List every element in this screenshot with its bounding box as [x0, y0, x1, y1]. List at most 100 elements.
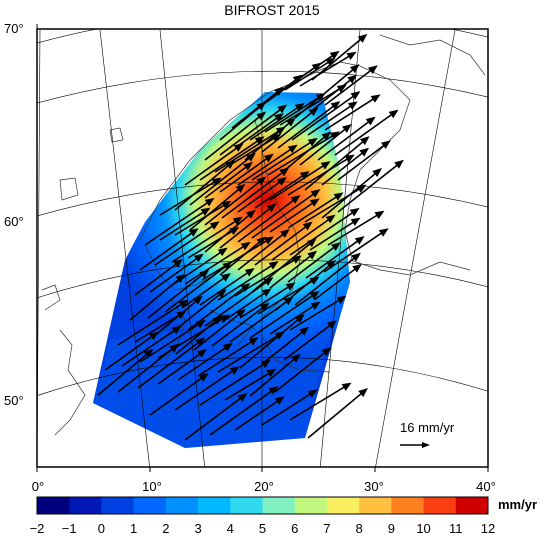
- velocity-arrow: [104, 332, 158, 371]
- velocity-arrow: [294, 253, 360, 306]
- velocity-arrow: [237, 177, 286, 213]
- velocity-arrow-head: [193, 253, 204, 263]
- colorbar-tick-label: 12: [480, 521, 496, 536]
- colorbar-tick-label: 10: [416, 521, 431, 536]
- velocity-arrow-head: [204, 197, 215, 207]
- velocity-arrow: [117, 344, 179, 393]
- velocity-arrow-head: [370, 94, 381, 103]
- velocity-arrow-head: [263, 236, 274, 245]
- velocity-arrow: [251, 138, 317, 181]
- velocity-arrow-head: [307, 137, 318, 147]
- velocity-arrow: [237, 229, 289, 271]
- velocity-arrow-head: [263, 277, 274, 286]
- velocity-arrow-head: [336, 295, 347, 304]
- velocity-arrow: [271, 215, 335, 261]
- colorbar-tick-label: 8: [355, 521, 363, 536]
- velocity-arrow: [274, 347, 331, 393]
- velocity-arrow-head: [302, 221, 313, 231]
- velocity-arrow: [317, 117, 375, 161]
- colorbar-tick-label: 3: [194, 521, 202, 536]
- velocity-arrow-head: [277, 104, 288, 114]
- velocity-arrow-head: [307, 250, 318, 260]
- colorbar-segment: [165, 497, 199, 514]
- colorbar-segment: [455, 497, 489, 514]
- velocity-arrow: [204, 112, 266, 161]
- velocity-arrow: [327, 211, 384, 246]
- frame-ticks: [36, 24, 489, 472]
- colorbar-segment: [262, 497, 296, 514]
- velocity-arrow: [313, 264, 361, 301]
- velocity-arrow-head: [291, 255, 302, 264]
- velocity-arrow-head: [320, 161, 331, 170]
- velocity-arrow: [337, 140, 390, 181]
- velocity-arrow-head: [274, 113, 284, 122]
- velocity-arrow-head: [173, 258, 183, 268]
- velocity-arrow-head: [243, 161, 253, 171]
- velocity-arrow: [184, 393, 247, 441]
- velocity-arrow-head: [329, 50, 340, 60]
- velocity-arrow-head: [310, 301, 321, 310]
- velocity-arrow-head: [222, 261, 233, 271]
- velocity-arrow-head: [394, 159, 404, 169]
- velocity-arrow-head: [325, 57, 336, 66]
- velocity-arrow: [204, 177, 266, 226]
- map-body: [37, 29, 488, 467]
- velocity-arrow: [307, 101, 357, 136]
- velocity-arrow: [181, 273, 230, 309]
- velocity-arrow-head: [307, 389, 318, 398]
- velocity-arrow: [174, 160, 234, 211]
- velocity-arrow: [211, 303, 269, 347]
- velocity-arrow-head: [325, 214, 336, 224]
- velocity-arrow: [151, 296, 202, 339]
- velocity-arrow-head: [274, 396, 285, 405]
- velocity-arrow: [251, 238, 316, 293]
- velocity-arrow: [284, 132, 331, 171]
- velocity-arrow: [134, 259, 182, 296]
- velocity-arrow: [221, 288, 271, 323]
- colorbar-segment: [37, 497, 70, 514]
- scale-arrow-label: 16 mm/yr: [400, 420, 455, 435]
- velocity-arrows: [97, 33, 404, 441]
- velocity-arrow-head: [321, 347, 332, 357]
- velocity-arrow-head: [171, 325, 182, 335]
- velocity-arrow: [287, 154, 354, 196]
- colorbar-segment: [230, 497, 263, 514]
- velocity-arrow: [184, 143, 243, 186]
- velocity-arrow: [175, 316, 222, 355]
- colorbar-tick-label: 7: [323, 521, 331, 536]
- velocity-arrow-head: [195, 337, 206, 347]
- velocity-arrow-head: [266, 368, 277, 378]
- velocity-arrow-head: [344, 154, 355, 163]
- velocity-arrow-head: [209, 221, 220, 230]
- velocity-arrow: [149, 373, 208, 416]
- velocity-arrow-head: [148, 331, 159, 341]
- velocity-arrow: [234, 113, 283, 149]
- lat-label-60: 60°: [4, 214, 24, 229]
- velocity-arrow: [221, 168, 289, 219]
- velocity-arrow-head: [237, 393, 248, 402]
- lon-label-30: 30°: [364, 479, 384, 494]
- velocity-arrow-head: [240, 241, 251, 251]
- velocity-arrow: [337, 160, 403, 213]
- velocity-arrow-head: [221, 200, 232, 209]
- velocity-arrow-head: [240, 283, 251, 292]
- velocity-arrow: [129, 274, 185, 321]
- velocity-arrow-head: [333, 192, 344, 201]
- velocity-arrow-head: [246, 209, 256, 219]
- velocity-arrow-head: [195, 319, 206, 329]
- velocity-arrow-head: [350, 217, 361, 226]
- velocity-arrow-head: [286, 117, 296, 127]
- colorbar-segment: [101, 497, 134, 514]
- velocity-arrow-head: [365, 116, 376, 126]
- velocity-arrow: [299, 124, 351, 166]
- velocity-arrow-head: [212, 315, 223, 325]
- velocity-arrow: [324, 65, 377, 106]
- velocity-arrow: [294, 64, 359, 119]
- velocity-arrow: [287, 192, 343, 229]
- velocity-arrow-head: [367, 65, 378, 75]
- velocity-arrow-head: [279, 167, 290, 177]
- velocity-arrow-head: [200, 207, 211, 216]
- velocity-arrow: [249, 291, 319, 339]
- velocity-arrow-head: [197, 349, 207, 358]
- velocity-arrow-head: [330, 242, 341, 252]
